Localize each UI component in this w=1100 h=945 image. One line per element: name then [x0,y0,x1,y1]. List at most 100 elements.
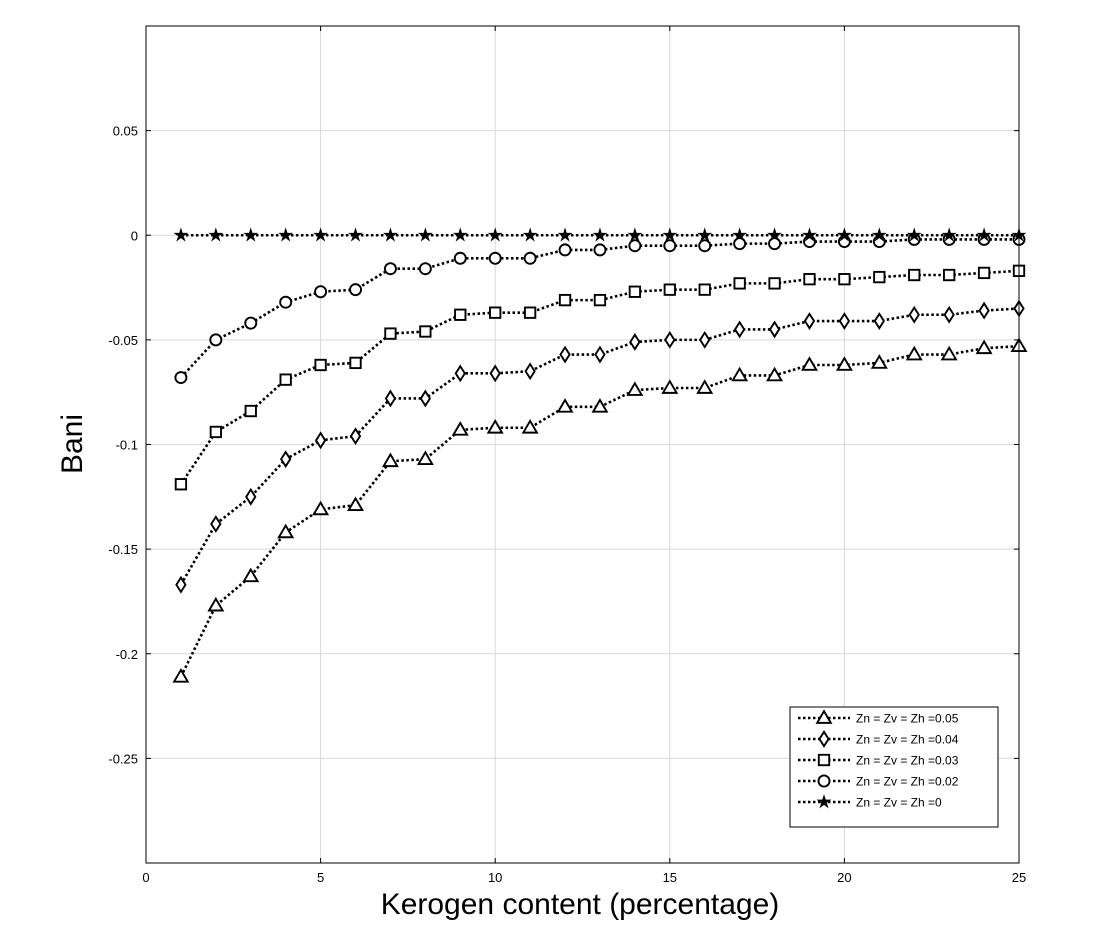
data-point-circle [558,243,572,257]
legend-label: Zn = Zv = Zh =0 [856,796,942,810]
data-point-circle [383,262,397,276]
data-point-circle [663,239,677,253]
data-point-triangle [975,339,993,355]
legend-label: Zn = Zv = Zh =0.05 [856,712,959,726]
x-tick-label: 15 [663,870,677,885]
data-point-triangle [940,345,958,361]
legend-entry: Zn = Zv = Zh =0.02 [798,775,959,789]
data-point-square [838,273,851,286]
data-point-square [803,273,816,286]
data-point-star [313,227,329,242]
data-point-triangle [277,523,295,539]
data-point-diamond [838,312,851,330]
data-point-square [908,268,921,282]
data-point-square [384,327,397,340]
data-point-circle [488,251,502,265]
data-point-diamond [943,305,955,324]
data-point-triangle [766,366,784,382]
x-tick-label: 5 [317,870,324,885]
data-point-star [767,227,783,242]
data-point-diamond [559,345,571,364]
data-point-star [592,227,608,242]
data-point-diamond [629,333,641,351]
y-tick-label: -0.25 [108,751,138,766]
data-point-star [208,227,224,242]
y-tick-label: 0.05 [113,124,138,139]
data-point-circle [593,243,607,257]
y-tick-label: 0 [131,228,138,243]
data-point-circle [174,371,188,385]
legend-label: Zn = Zv = Zh =0.04 [856,733,959,747]
legend-entry: Zn = Zv = Zh =0.03 [798,754,959,768]
data-point-diamond [245,487,257,506]
legend-entries: Zn = Zv = Zh =0.05 Zn = Zv = Zh =0.04 Zn =… [798,709,959,810]
data-point-star [941,227,957,242]
data-point-circle [349,283,362,297]
data-point-diamond [699,330,711,349]
data-point-star [417,227,433,242]
data-point-diamond [664,330,676,349]
series-layer [172,227,1028,683]
legend-entry: Zn = Zv = Zh =0.04 [798,730,959,748]
data-point-star [382,227,398,242]
data-point-star [732,227,748,242]
data-point-star [871,227,887,242]
series-star [173,227,1027,242]
legend-marker-triangle [815,709,833,724]
data-point-triangle [905,345,923,361]
data-point-diamond [349,427,362,446]
data-point-triangle [381,452,399,468]
data-point-square [628,285,642,298]
data-point-circle [453,251,467,265]
data-point-star [173,227,189,242]
y-tick-label: -0.15 [108,542,138,557]
legend-marker-square [817,753,831,767]
data-point-star [522,227,538,242]
data-point-triangle [696,379,714,394]
data-point-star [627,227,643,242]
data-point-triangle [835,356,853,371]
data-point-triangle [416,450,434,465]
data-point-star [278,227,294,242]
data-point-square [698,283,711,296]
data-point-star [243,227,259,242]
legend-label: Zn = Zv = Zh =0.03 [856,754,959,768]
series-diamond [175,299,1025,594]
data-point-diamond [768,320,781,339]
legend-marker-circle [817,774,831,788]
data-point-diamond [803,312,816,330]
data-point-triangle [870,354,888,369]
y-axis-title: Bani [56,414,89,474]
x-tick-label: 25 [1012,870,1026,885]
data-point-star [976,227,992,242]
data-point-square [663,283,676,296]
data-point-triangle [626,381,644,396]
data-point-square [419,325,432,338]
legend-label: Zn = Zv = Zh =0.02 [856,775,959,789]
data-point-triangle [242,567,260,583]
data-point-triangle [591,398,609,413]
data-point-diamond [454,364,466,383]
data-point-circle [628,239,642,253]
data-point-diamond [524,362,536,381]
data-point-triangle [521,419,539,434]
data-point-diamond [908,305,920,324]
legend: Zn = Zv = Zh =0.05 Zn = Zv = Zh =0.04 Zn =… [789,706,999,828]
data-point-circle [209,333,223,347]
x-axis-title: Kerogen content (percentage) [381,888,780,921]
data-point-star [348,227,364,242]
y-tick-label: -0.05 [108,333,138,348]
data-point-circle [698,239,712,253]
data-point-triangle [731,366,749,382]
data-point-triangle [312,500,330,516]
data-point-diamond [419,389,432,408]
data-point-square [523,306,537,319]
data-point-star [801,227,817,242]
data-point-star [487,227,503,242]
data-point-triangle [486,419,504,434]
data-point-square [349,356,362,370]
data-point-circle [244,316,258,330]
data-point-circle [279,295,293,309]
legend-marker-diamond [818,730,830,748]
data-point-square [733,277,746,290]
